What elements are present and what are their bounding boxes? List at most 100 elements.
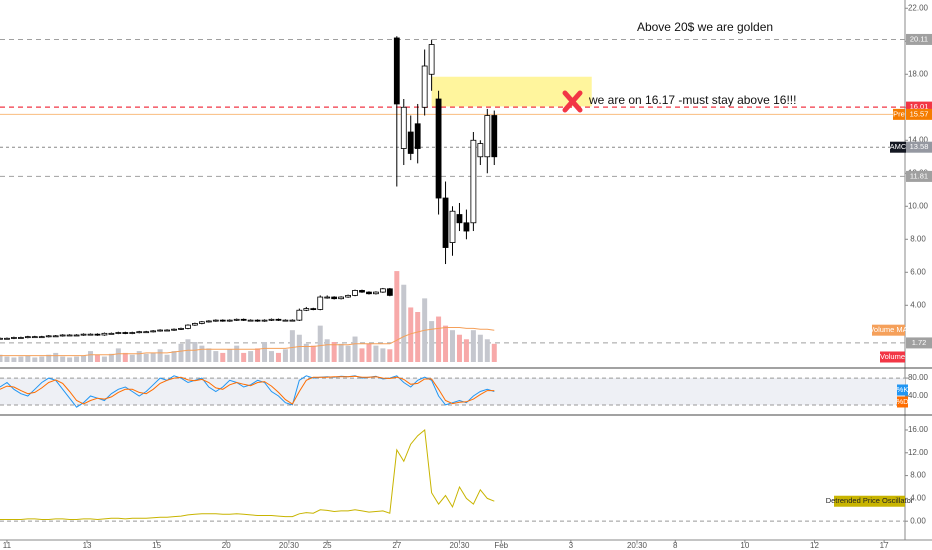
volume-ma-label: Volume MA: [869, 325, 907, 334]
candle-body: [73, 334, 80, 337]
volume-bar: [115, 348, 121, 362]
y-tick-label: 8.00: [910, 234, 926, 243]
candle-body: [171, 328, 177, 331]
candle-body: [393, 37, 400, 105]
x-tick-label: 3: [569, 541, 574, 550]
x-tick-label: 25: [323, 541, 332, 550]
volume-bar: [178, 343, 184, 362]
y-tick-label: 4.00: [910, 493, 926, 502]
symbol-label: AMC: [890, 142, 907, 151]
stoch-band: [0, 378, 905, 405]
candle-body: [317, 296, 324, 310]
candle-body: [470, 139, 477, 224]
volume-bar: [373, 345, 379, 362]
volume-bar: [25, 355, 31, 362]
volume-bar: [429, 321, 435, 362]
volume-label: Volume: [880, 352, 905, 361]
volume-bar: [394, 271, 400, 362]
volume-bar: [366, 343, 372, 362]
y-tick-label: 40.00: [908, 391, 929, 400]
annotation: Above 20$ we are golden: [637, 20, 773, 34]
volume-bar: [81, 355, 87, 362]
volume-bar: [0, 354, 3, 362]
candle-body: [435, 98, 442, 199]
volume-bar: [74, 356, 80, 362]
volume-bar: [450, 330, 455, 362]
y-tick-label: 18.00: [908, 69, 929, 78]
volume-bar: [199, 345, 205, 362]
stoch-legend-label: %D: [896, 397, 909, 406]
volume-bar: [227, 349, 233, 362]
candle-body: [129, 332, 136, 334]
candle-body: [275, 318, 282, 321]
candle-body: [192, 323, 198, 326]
candle-body: [0, 337, 3, 340]
candle-body: [254, 319, 261, 322]
volume-bar: [359, 348, 365, 362]
candle-body: [352, 290, 358, 296]
volume-bar: [53, 352, 59, 362]
x-tick-label: 20: [222, 541, 231, 550]
candle-body: [87, 333, 94, 336]
volume-bar: [46, 354, 52, 362]
volume-bar: [380, 348, 386, 362]
candle-body: [414, 123, 421, 149]
candle-body: [108, 332, 115, 335]
annotation: we are on 16.17 -must stay above 16!!!: [588, 93, 796, 107]
candle-body: [449, 210, 456, 243]
volume-bar: [463, 339, 469, 362]
candle-body: [456, 214, 463, 224]
volume-bar: [101, 356, 107, 362]
pre-value-box: [906, 108, 932, 120]
candle-body: [463, 222, 470, 232]
candle-body: [484, 115, 491, 158]
volume-bar: [408, 307, 414, 362]
x-tick-label: 20:30: [449, 541, 470, 550]
candle-body: [247, 319, 254, 322]
volume-bar: [67, 357, 73, 362]
level-label: 20.11: [910, 34, 928, 43]
level-label: 11.81: [910, 171, 928, 180]
volume-bar: [143, 353, 149, 362]
y-tick-label: 22.00: [908, 3, 929, 12]
candle-body: [386, 288, 393, 296]
candle-body: [17, 337, 24, 339]
y-tick-label: 0.00: [910, 516, 926, 525]
volume-bar: [352, 336, 358, 362]
candle-body: [428, 44, 435, 75]
volume-bar: [150, 352, 156, 362]
volume-bar: [331, 342, 337, 362]
x-tick-label: 20:30: [627, 541, 648, 550]
volume-bar: [192, 342, 198, 362]
volume-bar: [345, 345, 351, 362]
x-tick-label: 15: [152, 541, 161, 550]
volume-bar: [171, 351, 177, 362]
symbol-box: [890, 141, 906, 153]
candle-body: [212, 319, 219, 322]
volume-bar: [248, 351, 254, 362]
candle-body: [59, 334, 66, 337]
x-tick-label: 13: [83, 541, 92, 550]
x-tick-label: 17: [880, 541, 889, 550]
volume-bar: [262, 342, 268, 362]
volume-bar: [289, 330, 295, 362]
volume-bar: [18, 356, 24, 362]
level-label: 16.01: [910, 102, 929, 111]
volume-bar: [282, 349, 288, 362]
y-tick-label: 14.00: [908, 135, 929, 144]
y-tick-label: 8.00: [910, 471, 926, 480]
dpo-legend-box: [834, 495, 905, 507]
candle-body: [331, 296, 338, 300]
volume-bar: [220, 352, 226, 362]
volume-bar: [470, 330, 476, 362]
volume-bar: [88, 351, 93, 362]
candle-body: [407, 131, 414, 154]
candle-body: [442, 197, 449, 248]
volume-bar: [108, 353, 114, 362]
volume-bar: [164, 354, 170, 362]
candle-body: [122, 332, 129, 334]
volume-bar: [338, 343, 344, 362]
level-label: 1.72: [912, 338, 927, 347]
candle-body: [52, 335, 59, 338]
candle-body: [198, 321, 205, 324]
